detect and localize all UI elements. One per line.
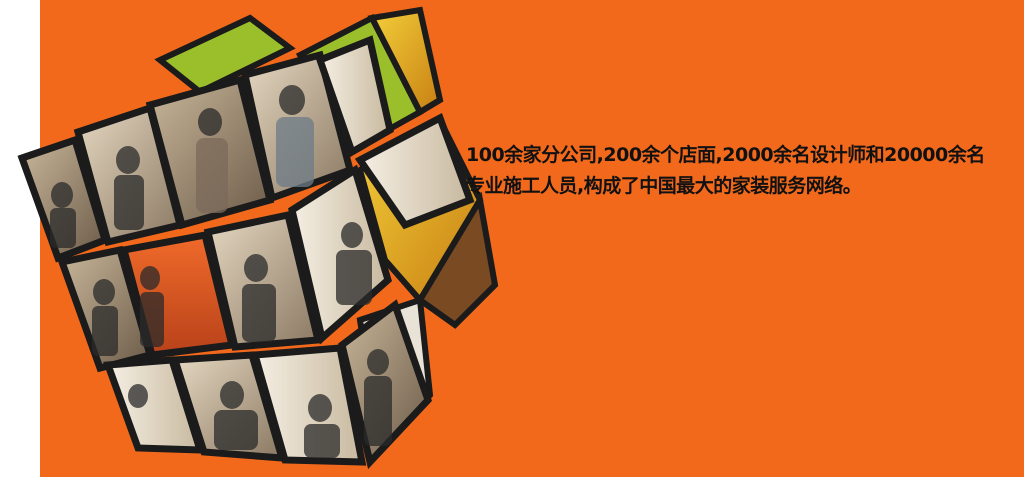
left-margin [0, 0, 40, 477]
slogan-line-1: 100余家分公司,200余个店面,2000余名设计师和20000余名 [466, 144, 985, 166]
slogan-caption: 100余家分公司,200余个店面,2000余名设计师和20000余名 专业施工人… [466, 140, 1022, 202]
tile-people [50, 85, 392, 458]
slogan-line-2: 专业施工人员,构成了中国最大的家装服务网络。 [466, 175, 862, 197]
